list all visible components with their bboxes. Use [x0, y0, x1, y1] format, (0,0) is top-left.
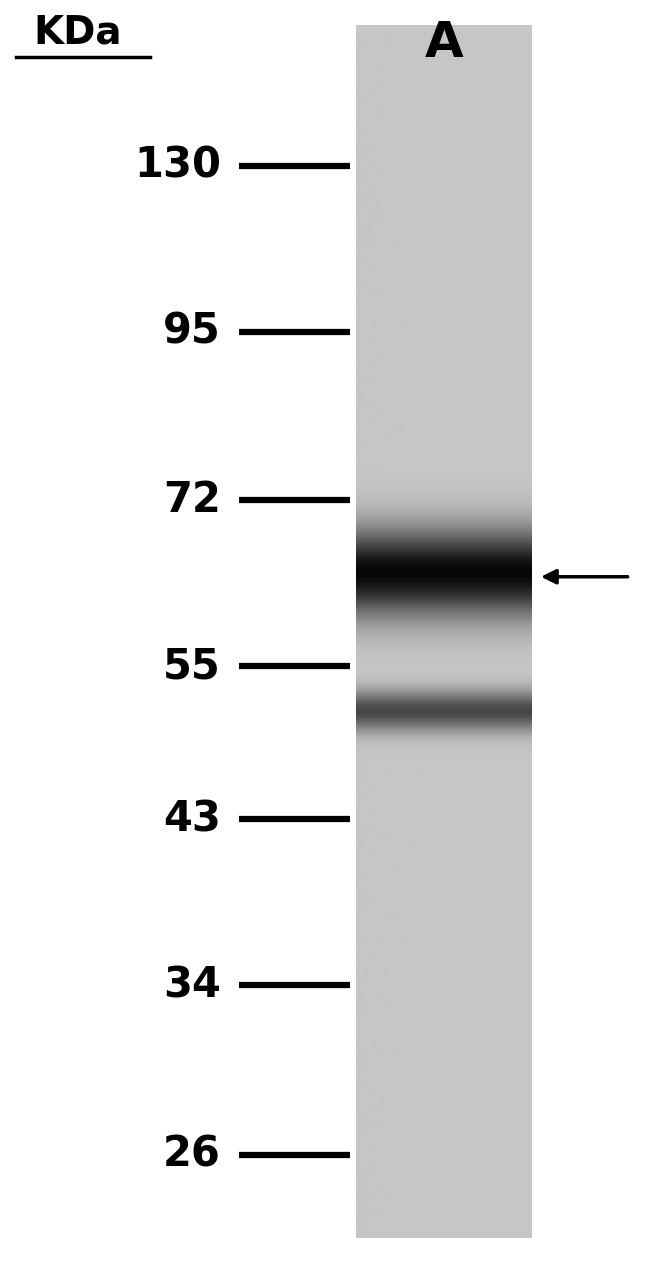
- Text: 55: 55: [163, 646, 221, 686]
- Text: 34: 34: [163, 965, 221, 1005]
- Text: 43: 43: [163, 799, 221, 840]
- Text: 95: 95: [163, 311, 221, 352]
- Text: KDa: KDa: [34, 13, 122, 51]
- Text: 26: 26: [163, 1134, 221, 1175]
- Text: 72: 72: [163, 480, 221, 521]
- Text: A: A: [424, 19, 463, 68]
- Text: 130: 130: [134, 145, 221, 186]
